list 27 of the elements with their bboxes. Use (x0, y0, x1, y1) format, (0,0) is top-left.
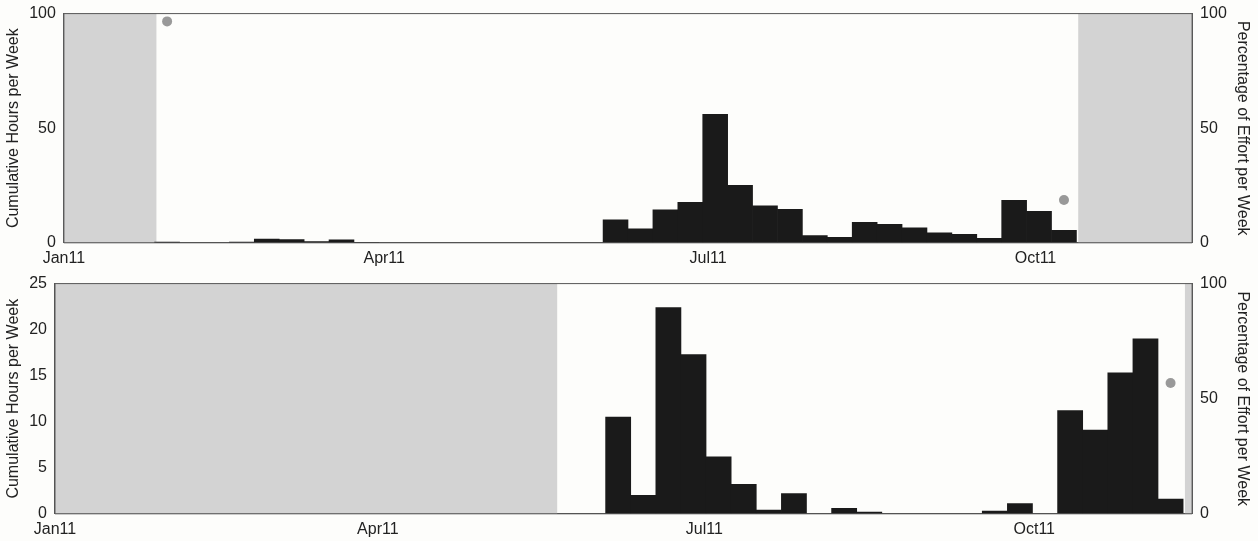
x-tick-label: Oct11 (1013, 519, 1056, 537)
y2-axis-title: Percentage of Effort per Week (1234, 291, 1252, 508)
y-tick-label: 0 (38, 504, 48, 522)
y2-axis-title: Percentage of Effort per Week (1234, 20, 1252, 237)
y-tick-label: 10 (29, 412, 48, 430)
y2-tick-label: 50 (1200, 389, 1218, 407)
x-tick-label: Apr11 (357, 519, 399, 537)
y-tick-label: 15 (29, 366, 48, 384)
x-tick-label: Jul11 (685, 519, 723, 537)
y-tick-label: 25 (29, 274, 48, 292)
y-tick-label: 5 (38, 458, 48, 476)
x-tick-label: Jan11 (42, 248, 86, 266)
y2-tick-label: 100 (1200, 4, 1227, 22)
y-tick-label: 20 (29, 320, 48, 338)
x-tick-label: Jan11 (33, 519, 77, 537)
y-axis-title: Cumulative Hours per Week (4, 297, 22, 499)
y2-tick-label: 0 (1200, 504, 1210, 522)
x-tick-label: Jul11 (689, 248, 727, 266)
y-tick-label: 100 (29, 4, 56, 22)
x-tick-label: Apr11 (363, 248, 406, 266)
y-tick-label: 50 (38, 118, 56, 136)
y-axis-title: Cumulative Hours per Week (4, 27, 22, 229)
y2-tick-label: 0 (1200, 233, 1210, 251)
y2-tick-label: 50 (1200, 118, 1218, 136)
y2-tick-label: 100 (1200, 274, 1227, 292)
y-tick-label: 0 (46, 233, 56, 251)
x-tick-label: Oct11 (1014, 248, 1057, 266)
